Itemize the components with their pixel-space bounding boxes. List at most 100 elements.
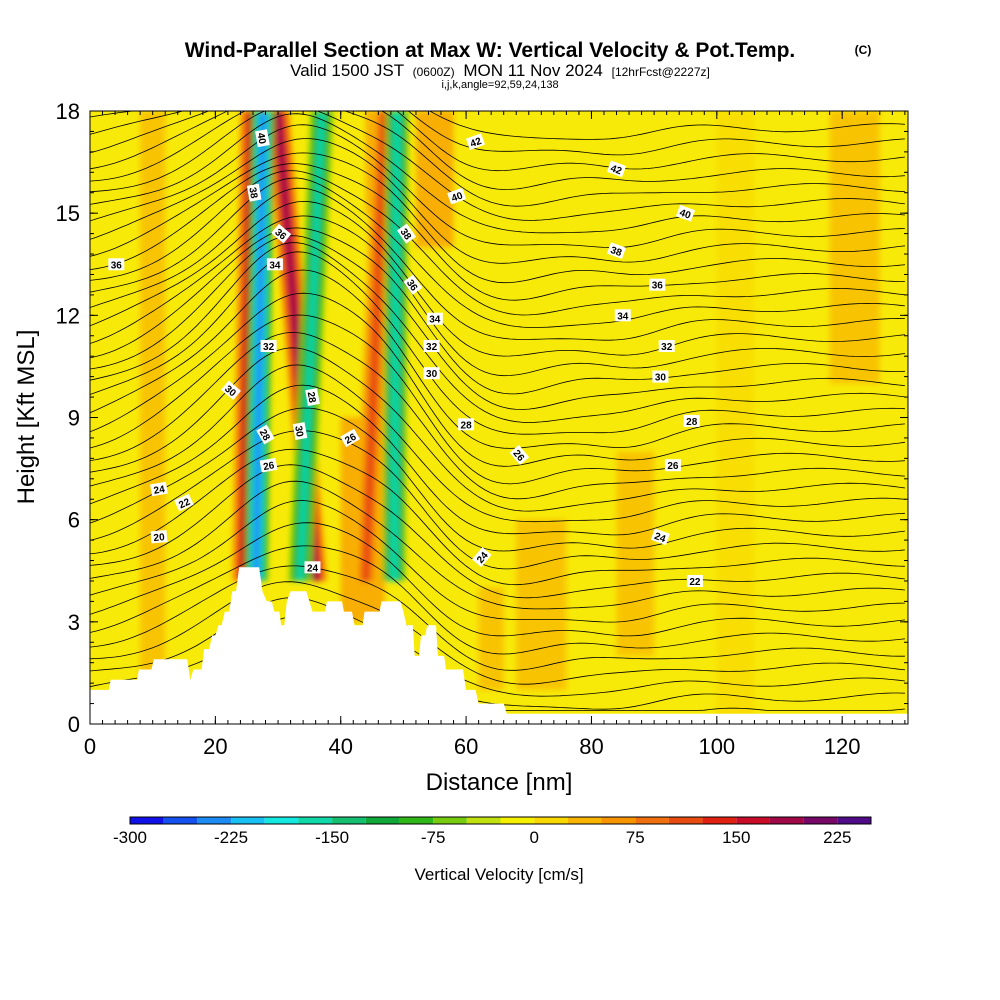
contour-label-text: 28 bbox=[257, 428, 272, 444]
contour-label-text: 30 bbox=[426, 369, 438, 380]
contour-label-bg bbox=[259, 457, 278, 473]
contour-label-text: 24 bbox=[653, 531, 668, 545]
contour-label: 28 bbox=[256, 424, 275, 445]
y-tick-label: 0 bbox=[68, 712, 80, 737]
contour-label-text: 38 bbox=[609, 245, 624, 259]
isentrope bbox=[90, 448, 905, 586]
colorbar-swatch bbox=[231, 817, 265, 824]
contour-label-text: 22 bbox=[689, 577, 701, 588]
colorbar-swatch bbox=[433, 817, 467, 824]
contour-label-bg bbox=[650, 528, 670, 546]
contour-label-bg bbox=[266, 258, 283, 271]
contour-label-text: 40 bbox=[255, 132, 268, 145]
isentrope bbox=[90, 111, 905, 156]
contour-label-bg bbox=[472, 547, 492, 568]
contour-label: 42 bbox=[465, 133, 486, 150]
contour-label-bg bbox=[221, 380, 241, 401]
x-tick-label: 120 bbox=[824, 734, 861, 759]
contour-label: 26 bbox=[664, 459, 681, 472]
colorbar-swatch bbox=[500, 817, 535, 824]
colorbar-swatch bbox=[702, 817, 737, 824]
contour-label: 40 bbox=[255, 129, 270, 148]
contour-label-bg bbox=[606, 160, 627, 178]
contour-label-text: 26 bbox=[667, 461, 679, 472]
colorbar-label: Vertical Velocity [cm/s] bbox=[414, 865, 583, 884]
colorbar-swatch bbox=[601, 817, 636, 824]
colorbar-swatch bbox=[635, 817, 669, 824]
contour-label: 24 bbox=[304, 561, 321, 574]
y-tick-label: 9 bbox=[68, 406, 80, 431]
contour-label: 40 bbox=[447, 187, 467, 205]
contour-label-text: 38 bbox=[246, 187, 259, 200]
contour-label: 30 bbox=[652, 370, 669, 384]
updraft-band bbox=[362, 111, 389, 581]
contour-label-bg bbox=[447, 187, 467, 205]
colorbar-tick-label: -75 bbox=[421, 828, 446, 847]
x-tick-label: 40 bbox=[328, 734, 352, 759]
contour-label-text: 30 bbox=[292, 425, 305, 438]
isentrope bbox=[90, 124, 905, 248]
contour-label-text: 36 bbox=[111, 260, 123, 271]
chart-title: Wind-Parallel Section at Max W: Vertical… bbox=[185, 39, 796, 62]
contour-label-bg bbox=[246, 183, 262, 202]
x-tick-label: 0 bbox=[84, 734, 96, 759]
contour-label-bg bbox=[675, 204, 696, 222]
colorbar-frame bbox=[129, 816, 872, 825]
contour-label-bg bbox=[458, 418, 475, 431]
contour-label-text: 34 bbox=[269, 260, 281, 271]
isentrope bbox=[90, 242, 905, 423]
y-axis-label: Height [Kft MSL] bbox=[13, 330, 40, 505]
contour-label-text: 32 bbox=[426, 342, 438, 353]
contour-label: 24 bbox=[650, 528, 670, 546]
contour-label: 28 bbox=[458, 418, 475, 431]
colorbar-swatch bbox=[466, 817, 501, 824]
colorbar-tick-label: 0 bbox=[529, 828, 538, 847]
colorbar-tick-label: -150 bbox=[315, 828, 349, 847]
contour-label: 34 bbox=[426, 312, 443, 326]
colorbar-tick-label: -225 bbox=[214, 828, 248, 847]
field-patch bbox=[516, 519, 567, 690]
contour-label-bg bbox=[150, 481, 168, 497]
contour-label: 28 bbox=[305, 388, 320, 407]
contour-label-bg bbox=[686, 575, 703, 587]
colorbar-swatch bbox=[736, 817, 770, 824]
contour-label-bg bbox=[664, 459, 681, 472]
isentrope bbox=[90, 500, 905, 623]
x-tick-label: 60 bbox=[454, 734, 478, 759]
contour-label-bg bbox=[652, 370, 669, 383]
contour-label-text: 32 bbox=[661, 342, 673, 353]
contour-label: 20 bbox=[150, 530, 168, 544]
contour-label-text: 34 bbox=[429, 315, 441, 326]
isentrope bbox=[90, 314, 905, 485]
contour-label: 34 bbox=[266, 258, 283, 271]
isentrope bbox=[90, 581, 905, 685]
contour-label-bg bbox=[509, 445, 530, 465]
colorbar-tick-label: -300 bbox=[113, 828, 147, 847]
isentrope bbox=[90, 111, 905, 207]
contour-label-bg bbox=[683, 414, 700, 427]
isentrope bbox=[90, 177, 905, 328]
y-tick-label: 12 bbox=[56, 303, 80, 328]
isentrope bbox=[90, 111, 905, 172]
terrain bbox=[90, 567, 908, 724]
contour-label-text: 30 bbox=[655, 373, 667, 384]
colorbar-swatch bbox=[365, 817, 400, 824]
colorbar-swatch bbox=[534, 817, 568, 824]
y-tick-label: 6 bbox=[68, 508, 80, 533]
isentrope bbox=[90, 407, 905, 552]
contour-label-bg bbox=[255, 129, 270, 148]
contour-label-text: 26 bbox=[343, 431, 359, 446]
isentrope bbox=[90, 170, 905, 316]
contour-labels: 36 24 22 20 30 32 28 26 34 36 38 40 30 28 24 26 38 36 34 32… bbox=[108, 129, 703, 588]
isentrope bbox=[90, 565, 905, 671]
chart-index-line: i,j,k,angle=92,59,24,138 bbox=[441, 79, 558, 91]
contour-label-bg bbox=[305, 388, 320, 407]
contour-label: 32 bbox=[423, 340, 440, 353]
downdraft-band bbox=[296, 111, 326, 581]
contour-label-bg bbox=[292, 422, 308, 441]
x-tick-label: 80 bbox=[579, 734, 603, 759]
colorbar-swatch bbox=[399, 817, 434, 824]
